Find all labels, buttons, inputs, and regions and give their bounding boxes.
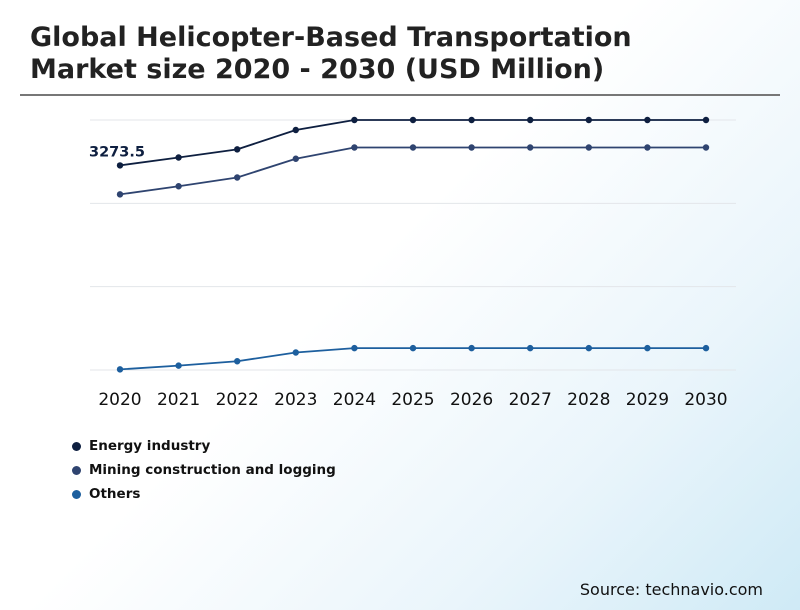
data-point [409,344,417,352]
legend-label-others: Others [89,486,141,502]
data-point [585,344,592,352]
title-divider [20,94,780,96]
data-point [585,116,592,124]
series-lines [116,116,710,373]
legend-item-energy: Energy industry [72,434,336,458]
data-point [585,144,592,151]
series-line-0 [119,119,706,167]
x-tick-label: 2028 [567,390,610,410]
legend-item-others: Others [72,482,336,506]
data-point [644,144,651,151]
data-point [234,358,241,365]
data-point [702,116,710,124]
data-label: 3273.5 [89,144,145,160]
legend-label-energy: Energy industry [89,438,211,454]
chart-title: Global Helicopter-Based Transportation M… [30,22,632,85]
legend-item-mining: Mining construction and logging [72,458,336,482]
data-point [292,155,299,162]
gridlines [90,119,736,371]
legend-marker-others [72,489,81,499]
x-axis-ticks: 2020 2021 2022 2023 2024 2025 2026 2027 2028 2029… [98,390,727,410]
data-point [702,344,710,352]
data-point [175,362,182,369]
data-point [234,146,241,153]
x-tick-label: 2020 [98,390,141,410]
x-tick-label: 2027 [509,390,552,410]
x-tick-label: 2021 [157,390,200,410]
data-point [351,344,358,352]
x-tick-label: 2025 [391,390,434,410]
data-point [234,174,241,181]
data-point [175,183,182,190]
data-point [292,349,299,356]
data-point [468,344,475,352]
data-point [175,154,182,161]
data-point [468,144,475,151]
data-point [702,144,710,151]
line-chart: 3273.5 2020 2021 2022 2023 2024 2025 2026 2027 2… [89,116,736,410]
x-tick-label: 2024 [333,390,376,410]
x-tick-label: 2029 [626,390,669,410]
data-labels: 3273.5 [89,144,145,160]
data-point [644,344,651,352]
series-line-1 [119,146,706,196]
source-credit: Source: technavio.com [579,580,763,599]
data-point [409,116,417,124]
data-point [292,126,299,134]
data-point [409,144,417,151]
data-point [351,144,358,151]
legend-label-mining: Mining construction and logging [89,462,336,478]
x-tick-label: 2030 [684,390,727,410]
data-point [116,162,124,169]
data-point [644,116,651,124]
data-point [468,116,475,124]
x-tick-label: 2023 [274,390,317,410]
data-point [116,366,124,373]
data-point [527,144,534,151]
data-point [351,116,358,124]
legend: Energy industry Mining construction and … [72,434,336,506]
data-point [527,116,534,124]
data-point [527,344,534,352]
data-point [116,191,124,198]
legend-marker-mining [72,465,81,475]
x-tick-label: 2022 [216,390,259,410]
legend-marker-energy [72,441,81,451]
x-tick-label: 2026 [450,390,493,410]
